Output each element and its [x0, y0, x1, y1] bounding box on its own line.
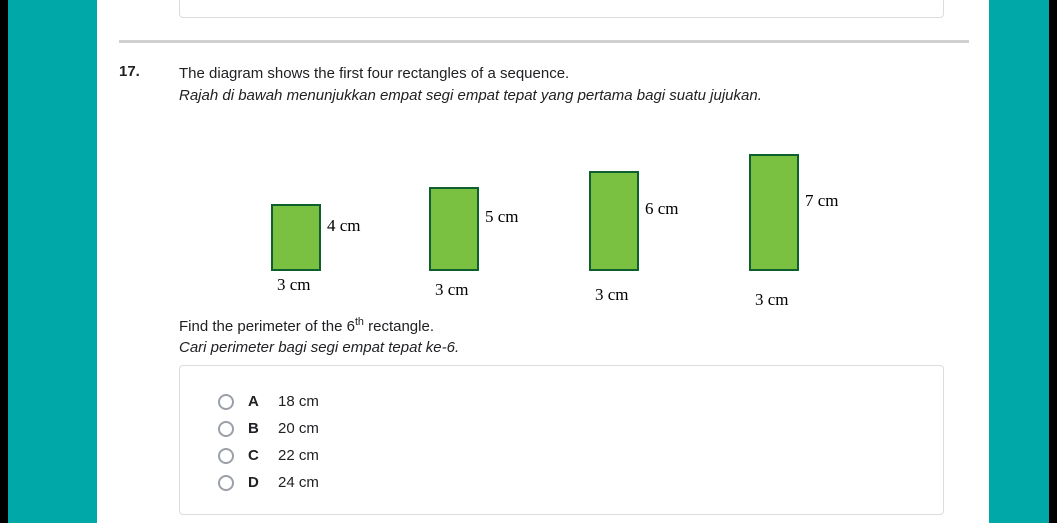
height-label: 5 cm — [485, 207, 519, 227]
prompt-en-pre: Find the perimeter of the 6 — [179, 318, 355, 335]
page: 17. The diagram shows the first four rec… — [97, 0, 989, 523]
option-d[interactable]: D 24 cm — [218, 469, 905, 496]
stem-malay: Rajah di bawah menunjukkan empat segi em… — [179, 85, 949, 107]
height-label: 4 cm — [327, 216, 361, 236]
option-letter: B — [248, 420, 264, 437]
width-label: 3 cm — [277, 275, 311, 295]
prompt-english: Find the perimeter of the 6th rectangle. — [179, 315, 949, 337]
rectangles-diagram: 4 cm 3 cm 5 cm 3 cm 6 cm 3 cm 7 cm3 cm — [179, 113, 949, 303]
option-label: D 24 cm — [248, 474, 319, 491]
prompt-en-post: rectangle. — [364, 318, 434, 335]
option-label: B 20 cm — [248, 420, 319, 437]
option-letter: A — [248, 393, 264, 410]
radio-icon[interactable] — [218, 448, 234, 464]
option-a[interactable]: A 18 cm — [218, 388, 905, 415]
option-letter: D — [248, 474, 264, 491]
option-c[interactable]: C 22 cm — [218, 442, 905, 469]
previous-question-box-edge — [179, 0, 944, 18]
radio-icon[interactable] — [218, 475, 234, 491]
option-letter: C — [248, 447, 264, 464]
prompt-malay: Cari perimeter bagi segi empat tepat ke-… — [179, 337, 949, 358]
stem-english: The diagram shows the first four rectang… — [179, 63, 949, 85]
question-number: 17. — [119, 63, 140, 80]
rect-group-4: 7 cm3 cm — [749, 113, 879, 303]
rect-group-2: 5 cm 3 cm — [429, 113, 559, 303]
radio-icon[interactable] — [218, 394, 234, 410]
option-text: 18 cm — [278, 393, 319, 410]
divider — [119, 40, 969, 43]
rectangle — [749, 154, 799, 271]
rect-group-1: 4 cm 3 cm — [271, 113, 401, 303]
height-label: 6 cm — [645, 199, 679, 219]
option-text: 20 cm — [278, 420, 319, 437]
rectangle — [589, 171, 639, 271]
question-stem: The diagram shows the first four rectang… — [179, 63, 949, 107]
option-label: C 22 cm — [248, 447, 319, 464]
rect-group-3: 6 cm 3 cm — [589, 113, 719, 303]
answer-options-box: A 18 cm B 20 cm C 22 cm D 24 cm — [179, 365, 944, 515]
width-label: 3 cm — [435, 280, 469, 300]
width-label: 3 cm — [595, 285, 629, 305]
option-label: A 18 cm — [248, 393, 319, 410]
height-label: 7 cm — [805, 191, 839, 211]
rectangle — [271, 204, 321, 271]
prompt-en-sup: th — [355, 316, 364, 328]
rectangle — [429, 187, 479, 271]
inner-teal-stripe — [62, 0, 94, 523]
option-text: 22 cm — [278, 447, 319, 464]
option-text: 24 cm — [278, 474, 319, 491]
width-label: 3 cm — [755, 290, 789, 310]
question-prompt: Find the perimeter of the 6th rectangle.… — [179, 315, 949, 358]
option-b[interactable]: B 20 cm — [218, 415, 905, 442]
radio-icon[interactable] — [218, 421, 234, 437]
